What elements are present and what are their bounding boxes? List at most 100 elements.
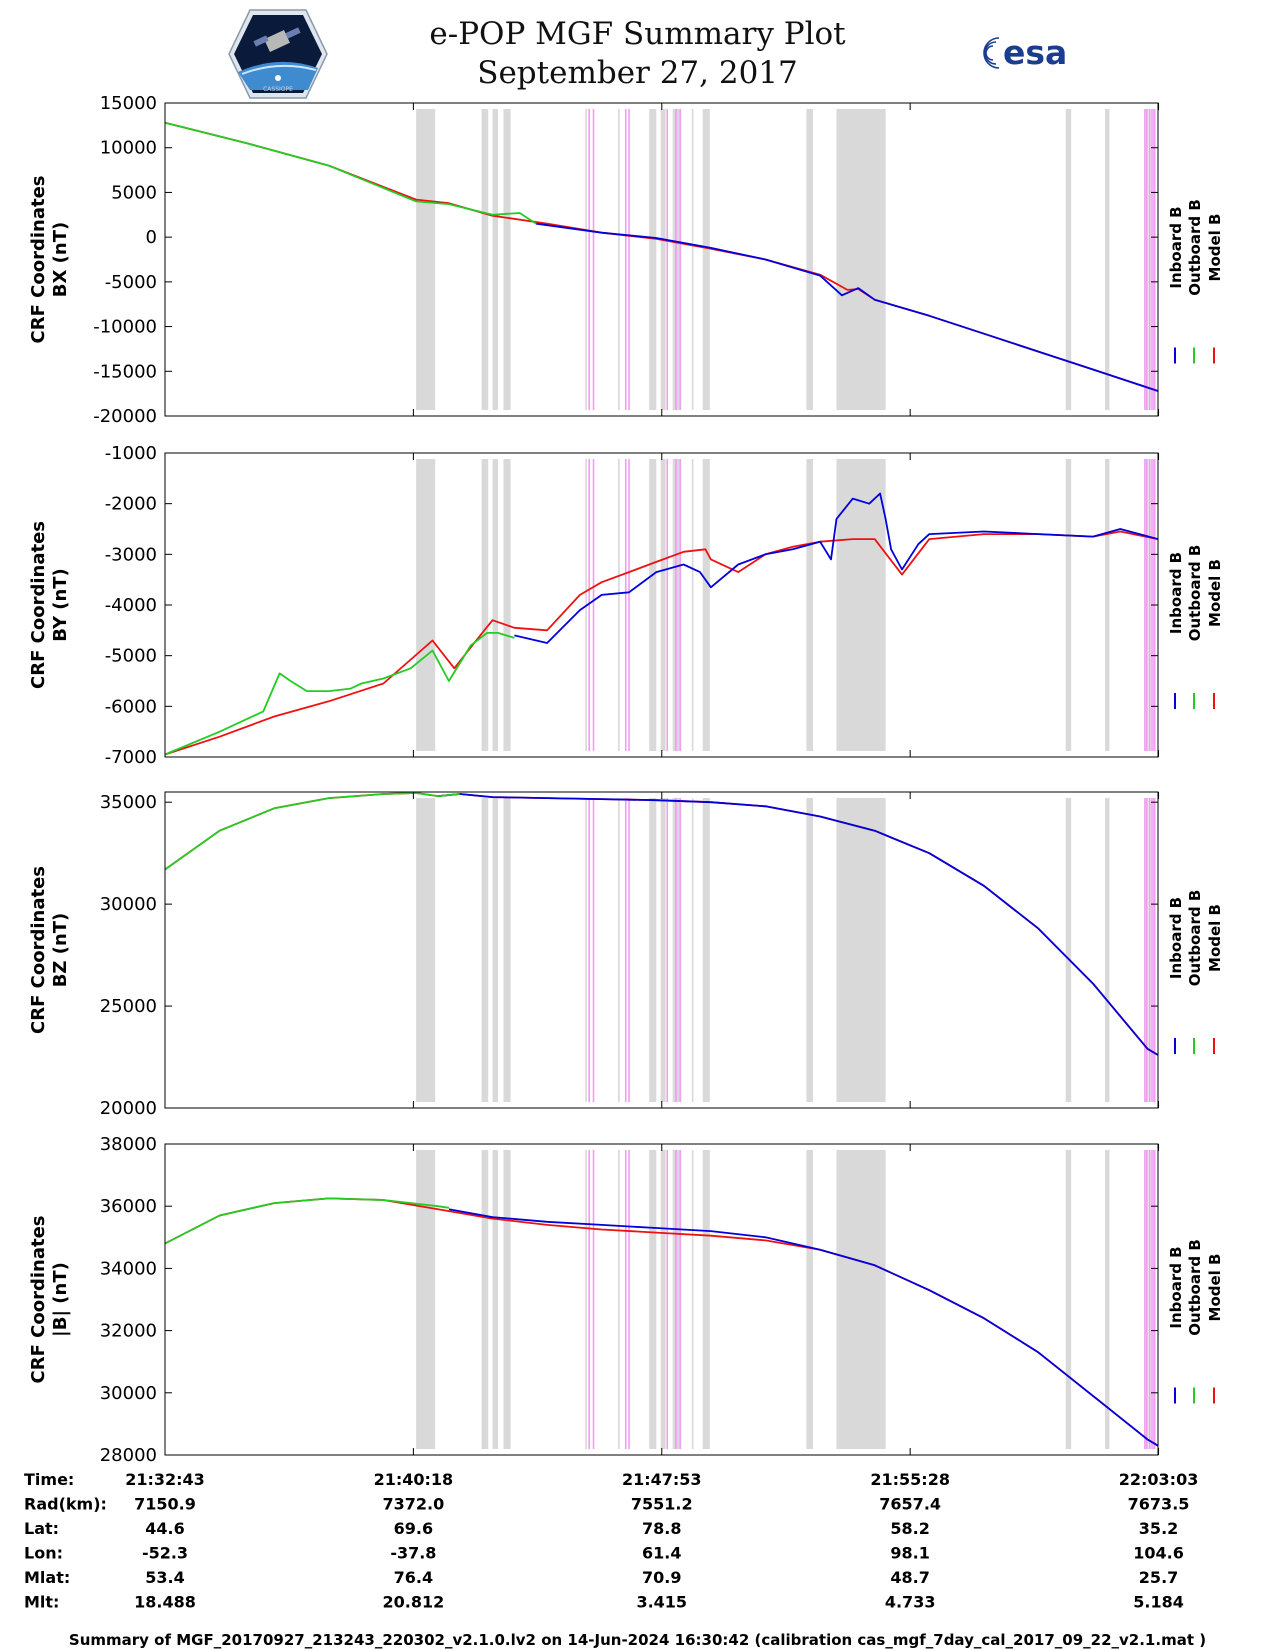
gap-band [691, 1150, 694, 1449]
gap-band [649, 459, 657, 751]
gap-band [702, 1150, 710, 1449]
panel-bz: 35000 30000 25000 20000 CRF Coordinates BZ (n… [28, 791, 1224, 1119]
y-axis-label-line2: BY (nT) [50, 568, 71, 642]
y-tick-label: 28000 [100, 1445, 157, 1466]
y-tick-label: -5000 [105, 646, 157, 667]
orbit-value: 7673.5 [1128, 1495, 1190, 1514]
y-axis-label: CRF Coordinates BX (nT) [28, 176, 71, 344]
gap-band [836, 798, 886, 1102]
y-tick-label: -4000 [105, 595, 157, 616]
gap-band [492, 109, 499, 410]
y-tick-label: -2000 [105, 494, 157, 515]
orbit-value: 48.7 [890, 1568, 929, 1587]
legend: Inboard B Outboard B Model B [1167, 545, 1224, 709]
gap-band [492, 459, 499, 751]
gap-band [1105, 798, 1110, 1102]
y-axis-label: CRF Coordinates |B| (nT) [28, 1216, 71, 1384]
gap-band [691, 109, 694, 410]
orbit-row-label: Lon: [24, 1544, 63, 1563]
series-inboard-bz [437, 793, 1159, 1056]
legend-label: Model B [1206, 559, 1224, 627]
gap-band [618, 1150, 620, 1449]
plot-title: e-POP MGF Summary Plot [429, 16, 846, 52]
y-axis-label-line1: CRF Coordinates [28, 866, 49, 1034]
esa-logo: esa [983, 33, 1067, 72]
orbit-value: 4.733 [885, 1593, 936, 1612]
gap-band [1065, 109, 1072, 410]
gap-band [702, 798, 710, 1102]
legend-label: Outboard B [1186, 199, 1204, 296]
gap-band [618, 109, 620, 410]
gap-band [836, 1150, 886, 1449]
series-inboard-bt [448, 1208, 1159, 1447]
y-tick-label: -15000 [93, 361, 157, 382]
gap-band [672, 798, 681, 1102]
y-tick-label: 32000 [100, 1321, 157, 1342]
cassiope-logo-text: CASSIOPE [263, 86, 293, 93]
legend-label-inboard: Inboard B [1167, 1246, 1185, 1328]
time-tick-label: 21:40:18 [374, 1470, 454, 1489]
orbit-value: 7150.9 [134, 1495, 196, 1514]
gap-band [691, 798, 694, 1102]
series-outboard-bt [164, 1197, 450, 1245]
orbit-row-label: Lat: [24, 1519, 59, 1538]
gap-band [1065, 798, 1072, 1102]
gap-band [1146, 1150, 1149, 1449]
gap-band [492, 798, 499, 1102]
series-inboard-bx [536, 222, 1159, 392]
y-axis-label: CRF Coordinates BY (nT) [28, 521, 71, 689]
legend-label: Outboard B [1186, 1239, 1204, 1336]
orbit-value: 3.415 [636, 1593, 687, 1612]
series-outboard-bx [164, 121, 537, 225]
gap-band [585, 798, 587, 1102]
gap-band [1065, 1150, 1072, 1449]
gap-band [618, 459, 620, 751]
orbit-value: 78.8 [642, 1519, 681, 1538]
y-tick-label: -7000 [105, 747, 157, 768]
gap-band [503, 109, 511, 410]
y-tick-label: 25000 [100, 996, 157, 1017]
gap-band [492, 1150, 499, 1449]
legend-label: Model B [1206, 904, 1224, 972]
legend: Inboard B Outboard B Model B [1167, 199, 1224, 364]
orbit-value: 7551.2 [631, 1495, 693, 1514]
y-tick-label: 10000 [100, 138, 157, 159]
legend-label-model: Model B [1206, 1254, 1224, 1322]
orbit-value: 44.6 [145, 1519, 184, 1538]
gap-band [1105, 1150, 1110, 1449]
y-tick-label: -10000 [93, 317, 157, 338]
orbit-value: 61.4 [642, 1544, 681, 1563]
gap-band [416, 109, 436, 410]
y-tick-label: 30000 [100, 1383, 157, 1404]
legend-label: Outboard B [1186, 890, 1204, 987]
legend-label-model: Model B [1206, 559, 1224, 627]
time-tick-label: 22:03:03 [1119, 1470, 1199, 1489]
gap-band [1146, 109, 1149, 410]
orbit-value: 58.2 [890, 1519, 929, 1538]
gap-band [672, 109, 681, 410]
legend-label-outboard: Outboard B [1186, 1239, 1204, 1336]
orbit-table: Time: Rad(km): Lat: Lon: Mlat: Mlt: 21:32:43 71… [24, 1470, 1198, 1612]
legend: Inboard B Outboard B Model B [1167, 890, 1224, 1054]
y-tick-label: -20000 [93, 406, 157, 427]
orbit-value: 98.1 [890, 1544, 929, 1563]
gap-band [481, 459, 489, 751]
gap-band [1146, 798, 1149, 1102]
y-axis-label-line1: CRF Coordinates [28, 176, 49, 344]
legend-label: Model B [1206, 214, 1224, 282]
orbit-value: 20.812 [383, 1593, 445, 1612]
orbit-value: 7372.0 [383, 1495, 445, 1514]
orbit-value: 7657.4 [879, 1495, 941, 1514]
gap-band [702, 109, 710, 410]
footer-caption: Summary of MGF_20170927_213243_220302_v2… [68, 1631, 1207, 1649]
orbit-row-label: Time: [24, 1470, 74, 1489]
series-model-by [164, 530, 1159, 756]
legend-label-outboard: Outboard B [1186, 890, 1204, 987]
y-tick-label: -3000 [105, 544, 157, 565]
orbit-value: 18.488 [134, 1593, 196, 1612]
y-axis-label-line2: BZ (nT) [50, 913, 71, 988]
gap-band [585, 109, 587, 410]
gap-band [806, 1150, 813, 1449]
orbit-value: 25.7 [1139, 1568, 1178, 1587]
orbit-value: 70.9 [642, 1568, 681, 1587]
